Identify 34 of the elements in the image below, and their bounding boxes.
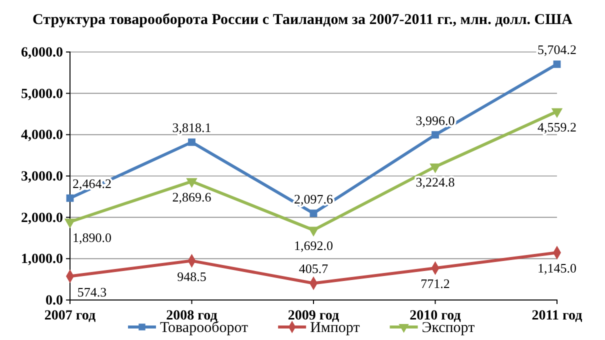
point [432, 131, 439, 139]
data-label: 1,890.0 [72, 230, 112, 245]
point [553, 60, 561, 68]
point [551, 108, 563, 118]
x-tick-label: 2011 год [532, 308, 582, 324]
point [188, 138, 196, 146]
point [186, 178, 198, 188]
y-tick-label: 5,000.0 [21, 86, 63, 102]
y-tick-label: 6,000.0 [21, 45, 63, 60]
y-tick-label: 4,000.0 [21, 128, 63, 144]
data-label: 5,704.2 [538, 42, 576, 58]
data-label: 948.5 [177, 268, 206, 284]
x-tick-label: 2007 год [44, 308, 96, 324]
point [310, 210, 318, 218]
point [64, 218, 76, 228]
legend-label: Товарооборот [160, 320, 249, 336]
y-tick-label: 3,000.0 [21, 169, 63, 184]
point [430, 163, 441, 174]
data-label: 405.7 [298, 261, 329, 276]
point [66, 194, 74, 202]
data-label: 1,145.0 [538, 260, 576, 276]
data-label: 2,869.6 [172, 189, 212, 204]
y-tick-label: 1,000.0 [21, 252, 63, 268]
data-label: 3,818.1 [172, 120, 212, 136]
data-label: 3,996.0 [416, 112, 455, 128]
y-tick-label: 2,000.0 [21, 210, 63, 226]
data-label: 3,224.8 [416, 174, 455, 190]
chart-title: Структура товарооборота России с Таиландом за 2007-2011 гг., млн. долл. США [32, 12, 573, 28]
data-label: 574.3 [77, 284, 107, 300]
y-tick-label: 0.0 [46, 293, 63, 308]
data-label: 771.2 [420, 276, 450, 292]
data-label: 4,559.2 [538, 120, 576, 135]
data-label: 2,097.6 [294, 191, 334, 206]
data-label: 1,692.0 [294, 238, 333, 254]
